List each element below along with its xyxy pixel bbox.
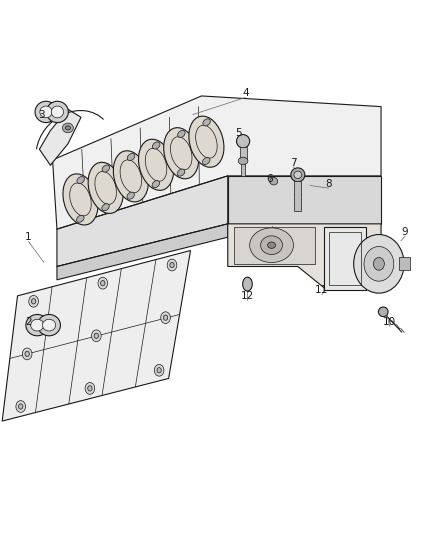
Ellipse shape xyxy=(291,168,305,182)
Ellipse shape xyxy=(62,123,73,133)
Polygon shape xyxy=(240,147,247,160)
Ellipse shape xyxy=(189,116,224,167)
Ellipse shape xyxy=(32,298,36,304)
Polygon shape xyxy=(2,251,191,421)
Ellipse shape xyxy=(77,176,85,184)
Ellipse shape xyxy=(16,401,25,413)
Polygon shape xyxy=(53,96,381,229)
Ellipse shape xyxy=(202,157,210,165)
Text: 7: 7 xyxy=(290,158,297,167)
Ellipse shape xyxy=(237,134,250,148)
Ellipse shape xyxy=(31,319,44,331)
Ellipse shape xyxy=(152,142,160,149)
Ellipse shape xyxy=(157,368,161,373)
Ellipse shape xyxy=(270,177,278,185)
Ellipse shape xyxy=(88,162,123,214)
Text: 9: 9 xyxy=(402,227,409,237)
Text: 5: 5 xyxy=(235,128,242,138)
Ellipse shape xyxy=(177,169,185,176)
Ellipse shape xyxy=(203,119,210,126)
Polygon shape xyxy=(324,227,366,290)
Ellipse shape xyxy=(152,181,159,188)
Ellipse shape xyxy=(46,101,68,123)
Polygon shape xyxy=(228,176,381,224)
Ellipse shape xyxy=(178,131,185,138)
Ellipse shape xyxy=(98,277,108,289)
Ellipse shape xyxy=(85,383,95,394)
Polygon shape xyxy=(39,109,81,165)
Ellipse shape xyxy=(63,174,98,225)
Text: 1: 1 xyxy=(25,232,32,242)
Polygon shape xyxy=(241,163,245,176)
Ellipse shape xyxy=(373,257,385,270)
Ellipse shape xyxy=(164,127,199,179)
Ellipse shape xyxy=(154,365,164,376)
Ellipse shape xyxy=(354,235,404,293)
Ellipse shape xyxy=(268,242,276,248)
Ellipse shape xyxy=(170,262,174,268)
Polygon shape xyxy=(57,176,228,266)
Polygon shape xyxy=(234,227,315,264)
Ellipse shape xyxy=(127,154,135,160)
Polygon shape xyxy=(228,224,381,288)
Ellipse shape xyxy=(92,330,101,342)
Ellipse shape xyxy=(94,333,99,338)
Ellipse shape xyxy=(127,192,134,199)
Polygon shape xyxy=(57,224,228,280)
Ellipse shape xyxy=(167,259,177,271)
Ellipse shape xyxy=(38,314,60,336)
Ellipse shape xyxy=(35,101,57,123)
Ellipse shape xyxy=(378,307,388,317)
Ellipse shape xyxy=(26,314,49,336)
Text: 11: 11 xyxy=(315,286,328,295)
Ellipse shape xyxy=(102,204,109,211)
Polygon shape xyxy=(294,181,301,211)
Text: 3: 3 xyxy=(38,110,45,119)
Ellipse shape xyxy=(243,277,252,291)
Ellipse shape xyxy=(250,228,293,263)
Ellipse shape xyxy=(42,319,56,331)
Ellipse shape xyxy=(364,246,394,281)
Ellipse shape xyxy=(65,126,71,130)
Text: 10: 10 xyxy=(383,318,396,327)
Ellipse shape xyxy=(138,139,173,190)
Ellipse shape xyxy=(40,106,52,118)
Ellipse shape xyxy=(88,386,92,391)
Ellipse shape xyxy=(261,236,283,255)
Ellipse shape xyxy=(22,348,32,360)
Ellipse shape xyxy=(25,351,29,357)
Ellipse shape xyxy=(163,315,168,320)
Text: 8: 8 xyxy=(325,179,332,189)
Ellipse shape xyxy=(51,106,64,118)
Ellipse shape xyxy=(18,404,23,409)
Ellipse shape xyxy=(102,165,110,172)
Ellipse shape xyxy=(294,171,302,179)
Ellipse shape xyxy=(238,157,248,165)
Ellipse shape xyxy=(101,280,105,286)
Text: 4: 4 xyxy=(242,88,249,98)
Ellipse shape xyxy=(29,295,39,307)
Text: 12: 12 xyxy=(241,291,254,301)
Ellipse shape xyxy=(161,312,170,324)
Ellipse shape xyxy=(77,215,84,222)
Polygon shape xyxy=(399,257,410,270)
Text: 6: 6 xyxy=(266,174,273,183)
Text: 2: 2 xyxy=(25,318,32,327)
Ellipse shape xyxy=(113,151,148,202)
